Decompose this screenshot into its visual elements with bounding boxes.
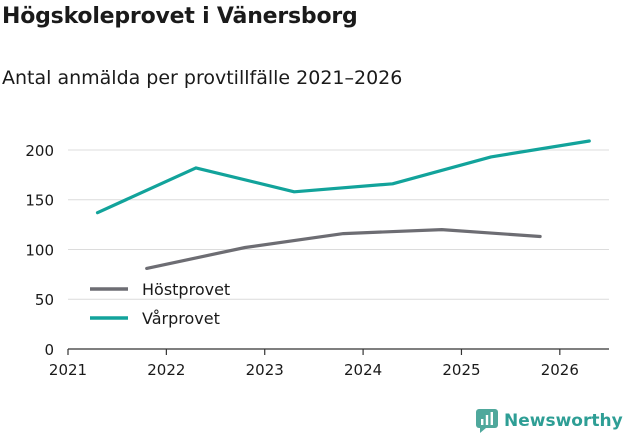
- legend-label: Vårprovet: [142, 309, 220, 328]
- y-tick-labels: 0 50 100 150 200: [25, 142, 54, 359]
- x-tick-label: 2024: [344, 361, 382, 379]
- brand: Newsworthy: [476, 409, 623, 433]
- chart-title: Högskoleprovet i Vänersborg: [2, 4, 358, 29]
- y-tick-label: 100: [25, 241, 54, 259]
- x-tick-label: 2026: [541, 361, 579, 379]
- y-tick-label: 50: [35, 291, 54, 309]
- series-lines: [95, 139, 591, 270]
- brand-name: Newsworthy: [504, 411, 623, 431]
- y-tick-label: 200: [25, 142, 54, 160]
- x-axis: 2021 2022 2023 2024 2025 2026: [49, 348, 609, 379]
- y-tick-label: 0: [44, 341, 54, 359]
- legend-label: Höstprovet: [142, 280, 230, 299]
- series-line-varprovet: [95, 139, 591, 215]
- x-tick-label: 2021: [49, 361, 87, 379]
- series-line-hostprovet: [145, 228, 542, 270]
- x-tick-label: 2022: [147, 361, 185, 379]
- newsworthy-logo-icon: [476, 409, 498, 433]
- x-tick-label: 2023: [246, 361, 284, 379]
- gridlines: [68, 149, 609, 300]
- y-tick-label: 150: [25, 192, 54, 210]
- chart-subtitle: Antal anmälda per provtillfälle 2021–202…: [2, 67, 403, 89]
- x-tick-label: 2025: [442, 361, 480, 379]
- legend: Höstprovet Vårprovet: [90, 280, 230, 328]
